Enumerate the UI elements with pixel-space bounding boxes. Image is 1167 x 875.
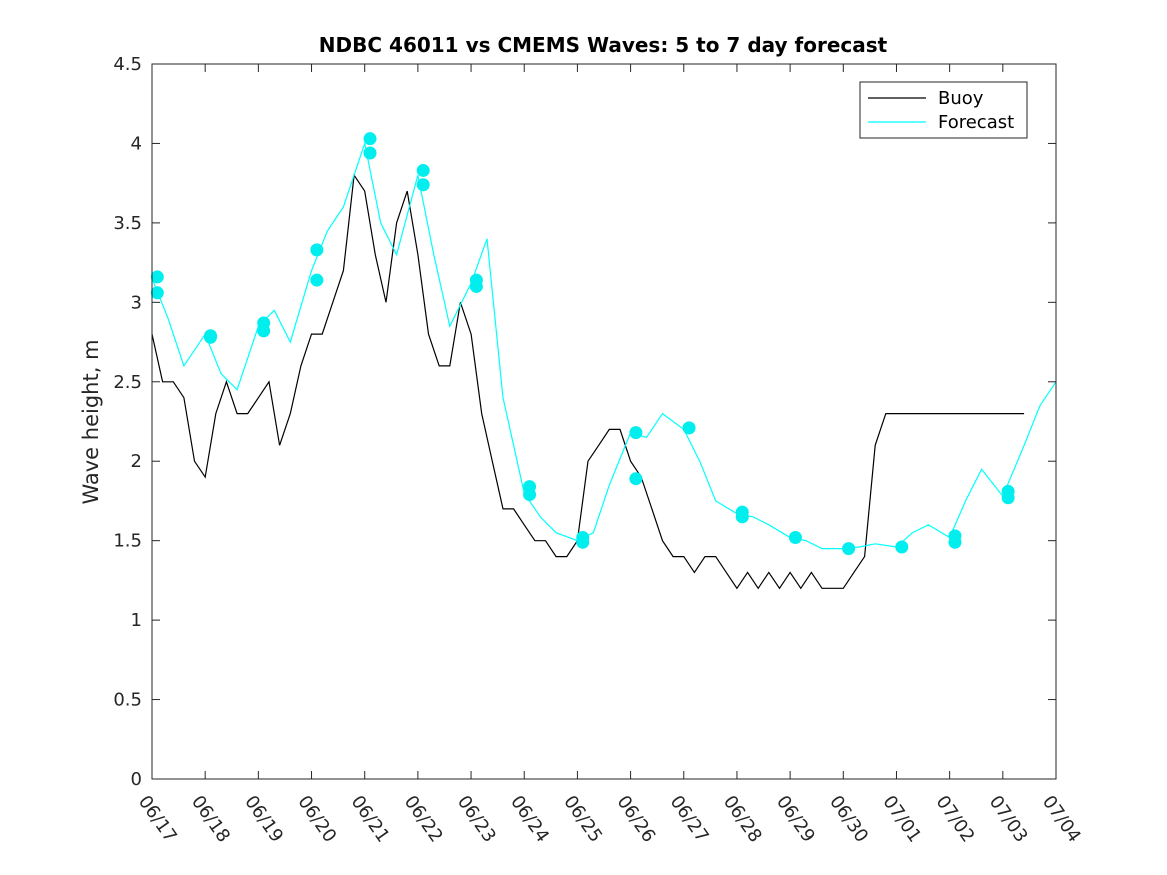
- forecast-marker: [310, 273, 324, 287]
- y-tick-label: 0: [131, 769, 142, 790]
- forecast-marker: [416, 163, 430, 177]
- forecast-marker: [523, 488, 537, 502]
- forecast-marker: [363, 146, 377, 160]
- forecast-marker: [150, 286, 164, 300]
- plot-background: [152, 64, 1056, 779]
- chart-title: NDBC 46011 vs CMEMS Waves: 5 to 7 day fo…: [319, 33, 888, 57]
- legend-label-buoy: Buoy: [938, 88, 984, 109]
- forecast-marker: [150, 270, 164, 284]
- plot-area: 00.511.522.533.544.506/17 06/18 06/19 06/20…: [113, 54, 1085, 846]
- forecast-marker: [203, 330, 217, 344]
- y-tick-label: 3.5: [113, 213, 142, 234]
- forecast-marker: [1001, 491, 1015, 505]
- y-tick-label: 3: [131, 292, 142, 313]
- y-tick-label: 2.5: [113, 372, 142, 393]
- forecast-marker: [310, 243, 324, 257]
- forecast-marker: [788, 530, 802, 544]
- series-line-forecast: [151, 141, 1057, 550]
- y-tick-label: 1.5: [113, 531, 142, 552]
- forecast-marker: [416, 178, 430, 192]
- forecast-marker: [629, 472, 643, 486]
- y-tick-label: 4: [131, 133, 142, 154]
- y-tick-label: 1: [131, 610, 142, 631]
- forecast-marker: [735, 510, 749, 524]
- forecast-marker: [629, 426, 643, 440]
- legend: Buoy Forecast: [859, 81, 1028, 139]
- forecast-marker: [682, 421, 696, 435]
- y-axis-label: Wave height, m: [79, 339, 103, 504]
- y-tick-label: 0.5: [113, 690, 142, 711]
- forecast-marker: [257, 324, 271, 338]
- legend-label-forecast: Forecast: [938, 112, 1014, 133]
- y-tick-label: 4.5: [113, 54, 142, 75]
- forecast-marker: [576, 535, 590, 549]
- legend-box: [859, 81, 1028, 139]
- forecast-marker: [469, 279, 483, 293]
- forecast-marker: [842, 542, 856, 556]
- forecast-marker: [948, 535, 962, 549]
- forecast-marker: [895, 540, 909, 554]
- forecast-marker: [363, 132, 377, 146]
- series-line-buoy: [151, 173, 1025, 590]
- axes-box: [151, 63, 1057, 780]
- y-tick-label: 2: [131, 451, 142, 472]
